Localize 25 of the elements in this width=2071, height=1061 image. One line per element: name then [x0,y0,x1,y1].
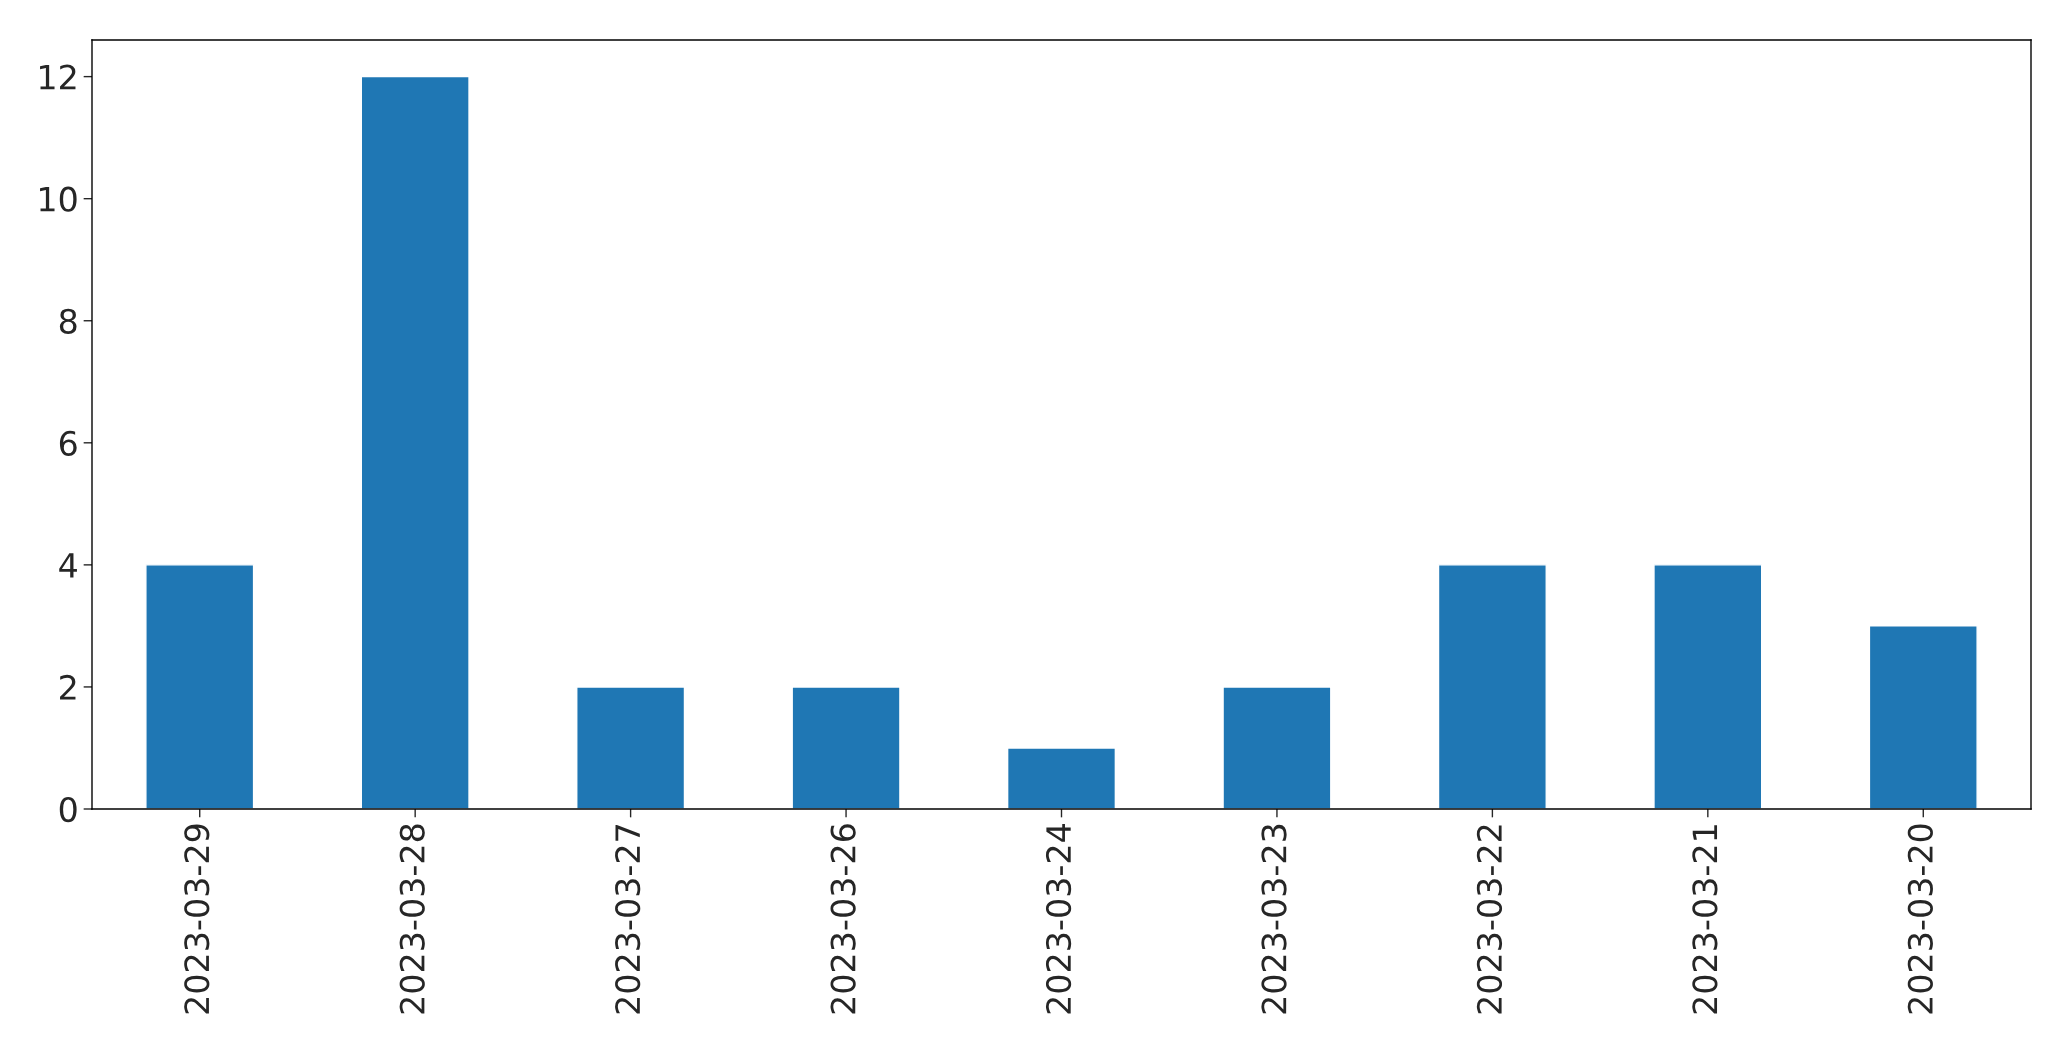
y-tick-label: 8 [59,308,77,334]
bar [1006,747,1117,809]
bar [1222,686,1332,809]
y-tick-label: 6 [59,430,77,456]
x-tick-label: 2023-03-22 [1476,825,1503,1014]
bar [576,686,686,809]
x-tick-label: 2023-03-20 [1907,824,1933,1014]
y-tick-label: 12 [40,64,76,90]
x-tick-label: 2023-03-21 [1692,825,1718,1014]
x-tick-label: 2023-03-28 [399,824,425,1014]
y-tick-label: 2 [60,674,76,700]
bar [1868,625,1978,809]
bar [145,564,255,809]
y-tick-label: 4 [59,553,77,578]
x-tick-label: 2023-03-29 [184,824,210,1014]
bar [791,686,901,809]
x-tick-label: 2023-03-24 [1045,824,1072,1014]
bar [360,75,470,809]
y-tick-label: 10 [40,186,77,212]
bar [1437,564,1547,809]
bar [1653,564,1763,809]
x-tick-label: 2023-03-26 [830,824,856,1014]
y-tick-label: 0 [59,796,77,823]
x-tick-label: 2023-03-27 [615,825,641,1014]
x-tick-label: 2023-03-23 [1261,824,1287,1014]
